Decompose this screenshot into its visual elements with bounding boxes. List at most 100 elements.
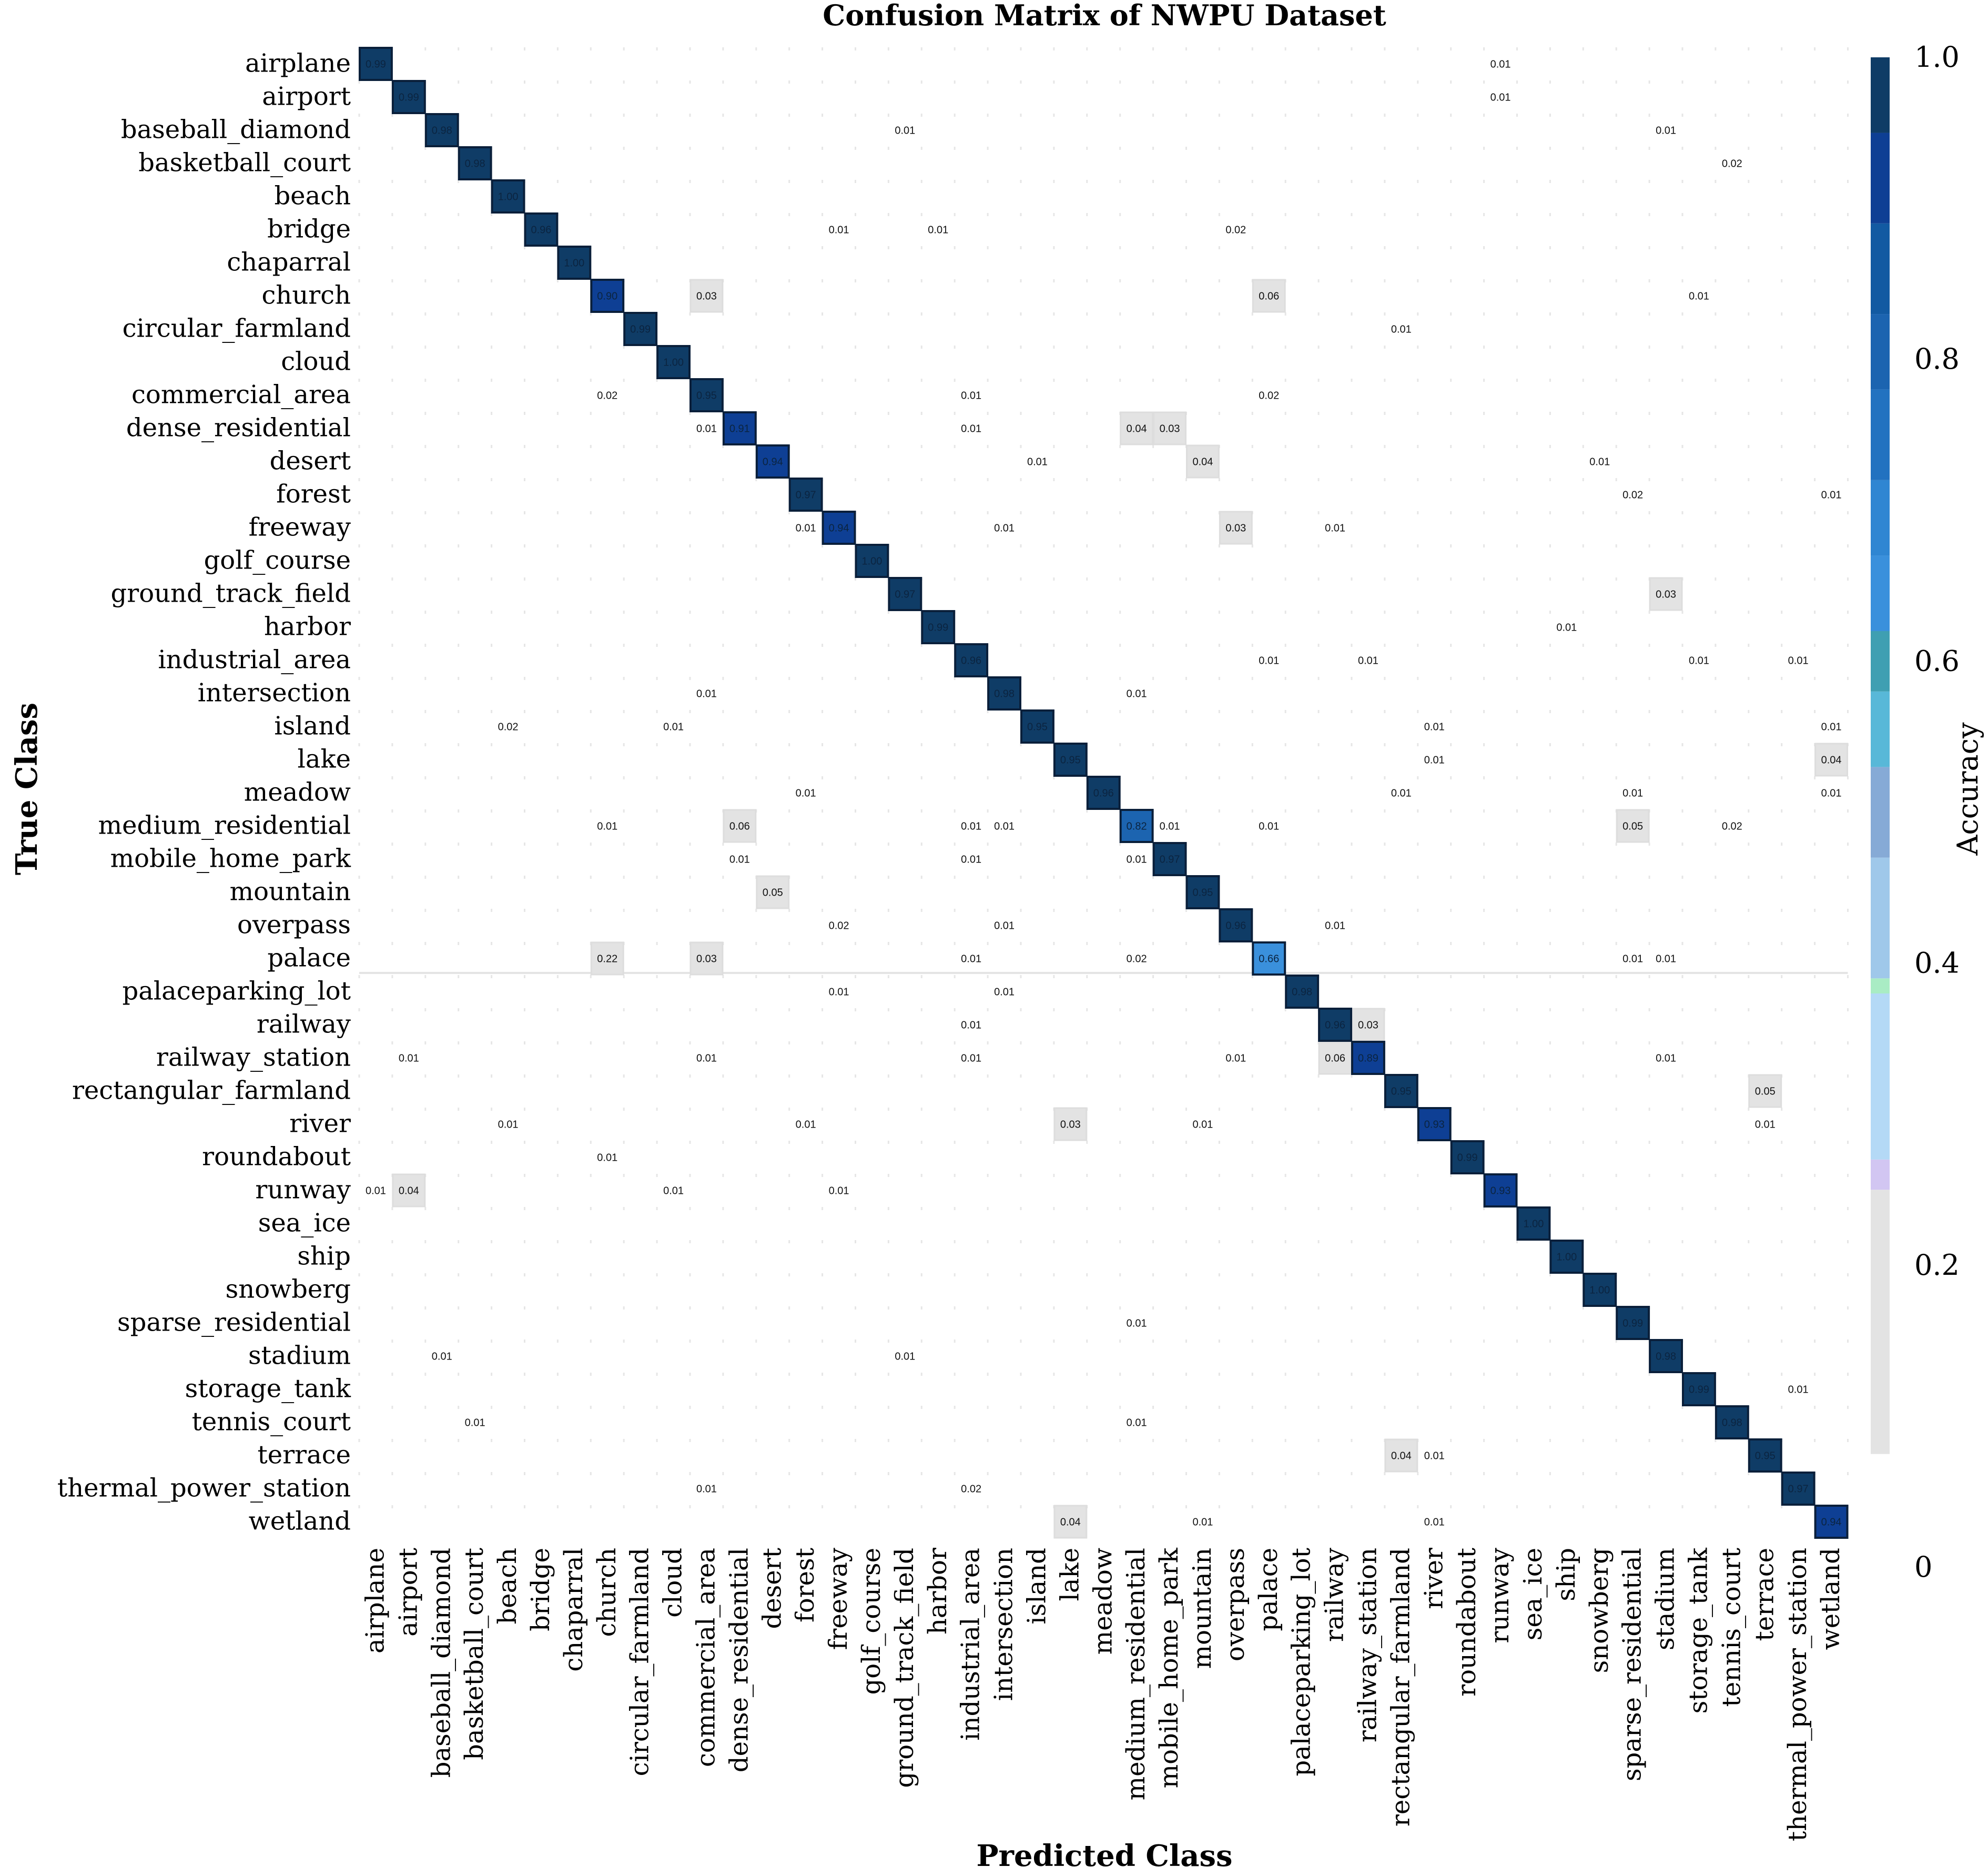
cell-rect bbox=[1186, 444, 1220, 479]
cell-value-label: 0.01 bbox=[1821, 722, 1842, 733]
y-tick-label: thermal_power_station bbox=[57, 1474, 351, 1503]
cell: 0.01 bbox=[1391, 788, 1412, 799]
diagonal-cell: 0.98 bbox=[1715, 1405, 1749, 1439]
cell-rect bbox=[1252, 279, 1286, 313]
x-tick-label: forest bbox=[790, 1548, 820, 1622]
cell-value-label: 0.05 bbox=[1622, 821, 1643, 833]
x-tick-label: baseball_diamond bbox=[427, 1548, 456, 1778]
cell-value-label: 0.95 bbox=[1755, 1450, 1776, 1462]
y-tick-label: roundabout bbox=[202, 1142, 351, 1172]
cell-value-label: 0.01 bbox=[1424, 1517, 1445, 1528]
cell: 0.01 bbox=[1656, 1053, 1676, 1064]
cell-value-label: 0.01 bbox=[961, 1020, 981, 1031]
cell: 0.01 bbox=[465, 1417, 485, 1429]
y-tick-label: church bbox=[262, 281, 351, 310]
cell-rect bbox=[1682, 1372, 1716, 1406]
cell: 0.01 bbox=[961, 423, 981, 435]
cell-rect bbox=[524, 212, 559, 247]
diagonal-cell: 0.90 bbox=[590, 279, 625, 313]
cell-value-label: 0.05 bbox=[1755, 1086, 1776, 1098]
cell-value-label: 0.94 bbox=[1821, 1517, 1842, 1528]
y-tick-label: overpass bbox=[237, 910, 351, 940]
cell: 0.01 bbox=[994, 987, 1015, 998]
cell-value-label: 0.96 bbox=[531, 225, 551, 236]
cell-value-label: 0.01 bbox=[829, 1185, 849, 1197]
cell-value-label: 0.95 bbox=[1027, 722, 1048, 733]
x-tick-label: island bbox=[1022, 1548, 1051, 1625]
cell-value-label: 0.90 bbox=[597, 291, 617, 302]
cell-rect bbox=[987, 676, 1021, 711]
diagonal-cell: 0.98 bbox=[458, 146, 492, 180]
x-tick-label: storage_tank bbox=[1683, 1547, 1713, 1713]
cell: 0.01 bbox=[796, 1119, 816, 1131]
cell-value-label: 0.98 bbox=[1656, 1351, 1676, 1363]
cell-value-label: 0.04 bbox=[1060, 1517, 1081, 1528]
diagonal-cell: 0.96 bbox=[524, 212, 559, 247]
cell: 0.01 bbox=[729, 854, 750, 866]
cell-value-label: 0.01 bbox=[1622, 788, 1643, 799]
cell-value-label: 0.97 bbox=[1160, 854, 1180, 866]
colorbar-segment bbox=[1871, 223, 1890, 314]
y-tick-label: mountain bbox=[230, 877, 351, 907]
cell: 0.01 bbox=[1127, 688, 1147, 700]
cell-rect bbox=[1153, 411, 1187, 445]
cell-rect bbox=[1152, 842, 1187, 876]
x-tick-label: desert bbox=[757, 1548, 787, 1629]
cell: 0.04 bbox=[1053, 1505, 1088, 1539]
cell: 0.02 bbox=[597, 390, 617, 402]
cell-rect bbox=[1219, 511, 1253, 545]
cell-value-label: 0.01 bbox=[961, 423, 981, 435]
cell-value-label: 0.01 bbox=[961, 821, 981, 833]
cell-value-label: 0.98 bbox=[1292, 987, 1312, 998]
cell: 0.01 bbox=[1490, 92, 1511, 104]
cell: 0.02 bbox=[1127, 953, 1147, 965]
cell: 0.01 bbox=[961, 854, 981, 866]
y-tick-label: chaparral bbox=[227, 248, 351, 277]
cell: 0.01 bbox=[1391, 324, 1412, 336]
colorbar-segment bbox=[1871, 1159, 1890, 1190]
cell-rect bbox=[1119, 809, 1154, 843]
x-tick-label: industrial_area bbox=[956, 1548, 986, 1741]
cell: 0.04 bbox=[392, 1173, 426, 1208]
cell-value-label: 0.91 bbox=[729, 423, 750, 435]
cell-rect bbox=[391, 80, 426, 114]
cell-rect bbox=[1483, 1173, 1518, 1208]
cell-rect bbox=[821, 511, 856, 545]
cell: 0.04 bbox=[1814, 743, 1849, 777]
y-tick-label: basketball_court bbox=[138, 148, 351, 178]
colorbar: 0 0.2 0.4 0.6 0.8 1.0 bbox=[1871, 40, 1960, 1584]
x-tick-label: basketball_court bbox=[460, 1548, 489, 1760]
cell-rect bbox=[855, 544, 889, 578]
cell-value-label: 0.03 bbox=[1656, 589, 1676, 601]
cell-value-label: 0.01 bbox=[1127, 854, 1147, 866]
cell-value-label: 0.01 bbox=[1127, 688, 1147, 700]
cell-value-label: 0.94 bbox=[763, 456, 783, 468]
cell-value-label: 0.04 bbox=[1127, 423, 1147, 435]
cell-value-label: 1.00 bbox=[1589, 1285, 1610, 1296]
x-tick-label: chaparral bbox=[559, 1548, 589, 1672]
cell: 0.01 bbox=[1689, 655, 1709, 667]
x-tick-label: rectangular_farmland bbox=[1386, 1548, 1415, 1827]
cell-rect bbox=[491, 179, 525, 214]
cell-value-label: 0.01 bbox=[796, 788, 816, 799]
cell: 0.01 bbox=[597, 821, 617, 833]
colorbar-segment bbox=[1871, 993, 1890, 1160]
cell: 0.01 bbox=[663, 722, 684, 733]
diagonal-cell: 0.66 bbox=[1252, 941, 1286, 976]
x-tick-label: church bbox=[592, 1548, 622, 1637]
cell-value-label: 0.01 bbox=[1391, 324, 1412, 336]
cell-value-label: 0.01 bbox=[1127, 1417, 1147, 1429]
cell-value-label: 0.01 bbox=[1622, 953, 1643, 965]
cell-value-label: 0.01 bbox=[1788, 655, 1809, 667]
cell-value-label: 0.01 bbox=[994, 523, 1015, 534]
cell: 0.01 bbox=[994, 920, 1015, 932]
chart-title: Confusion Matrix of NWPU Dataset bbox=[823, 0, 1386, 32]
cell-value-label: 0.22 bbox=[597, 953, 617, 965]
x-tick-label: terrace bbox=[1750, 1548, 1779, 1641]
cell: 0.01 bbox=[696, 1484, 717, 1495]
cell-rect bbox=[1649, 577, 1683, 611]
diagonal-cell: 0.96 bbox=[1318, 1008, 1353, 1042]
cell: 0.01 bbox=[597, 1152, 617, 1164]
cell-rect bbox=[723, 809, 757, 843]
cell: 0.02 bbox=[829, 920, 849, 932]
